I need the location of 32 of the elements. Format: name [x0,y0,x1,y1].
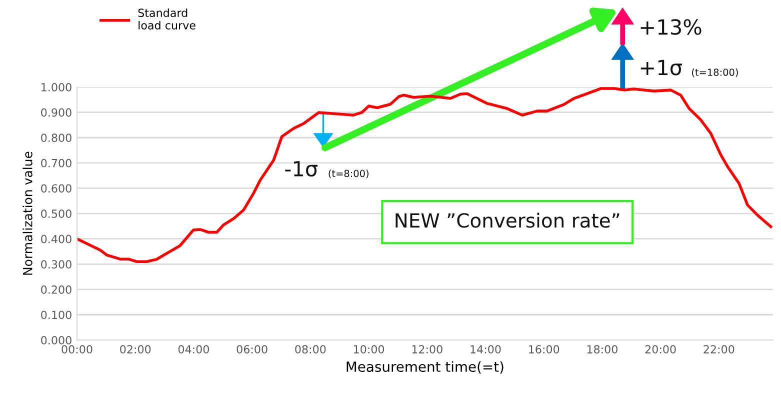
y-tick-label: 0.600 [41,184,72,193]
annotation: NEW ”Conversion rate” [396,212,620,228]
y-axis-title: Normalization value [22,152,32,275]
y-tick-label: 0.100 [41,310,72,320]
y-tick-label: 0.900 [41,108,72,117]
text: +13% [640,19,702,35]
y-tick-label: 0.800 [41,134,72,142]
x-tick-label: 16:00 [529,345,560,354]
x-tick-label: 12:00 [412,345,442,354]
x-tick-label: 10:00 [354,345,384,354]
annotation: -1σ [285,161,318,177]
x-axis-title: Measurement time(=t) [346,361,504,374]
y-tick-label: 0.200 [41,285,72,294]
text: (t=18:00) [692,68,738,78]
x-tick-label: 14:00 [470,345,501,354]
x-tick-label: 00:00 [62,345,92,354]
y-tick-label: 0.500 [41,210,72,218]
annotation: (t=8:00) [328,170,368,178]
y-tick-label: 0.300 [41,260,72,269]
x-tick-label: 18:00 [587,345,618,354]
y-tick-label: 0.700 [41,158,72,168]
y-tick-label: 0.400 [41,234,72,244]
y-tick-label: 0.000 [41,336,72,344]
text: +1σ [640,60,682,76]
legend-label: Standard load curve [138,8,196,30]
x-tick-label: 06:00 [236,345,268,354]
x-tick-label: 22:00 [704,345,734,354]
y-tick-label: 1.000 [42,82,72,92]
x-tick-label: 08:00 [295,345,326,354]
x-tick-label: 02:00 [120,345,151,354]
x-tick-label: 04:00 [178,345,209,354]
x-tick-label: 20:00 [645,345,676,354]
